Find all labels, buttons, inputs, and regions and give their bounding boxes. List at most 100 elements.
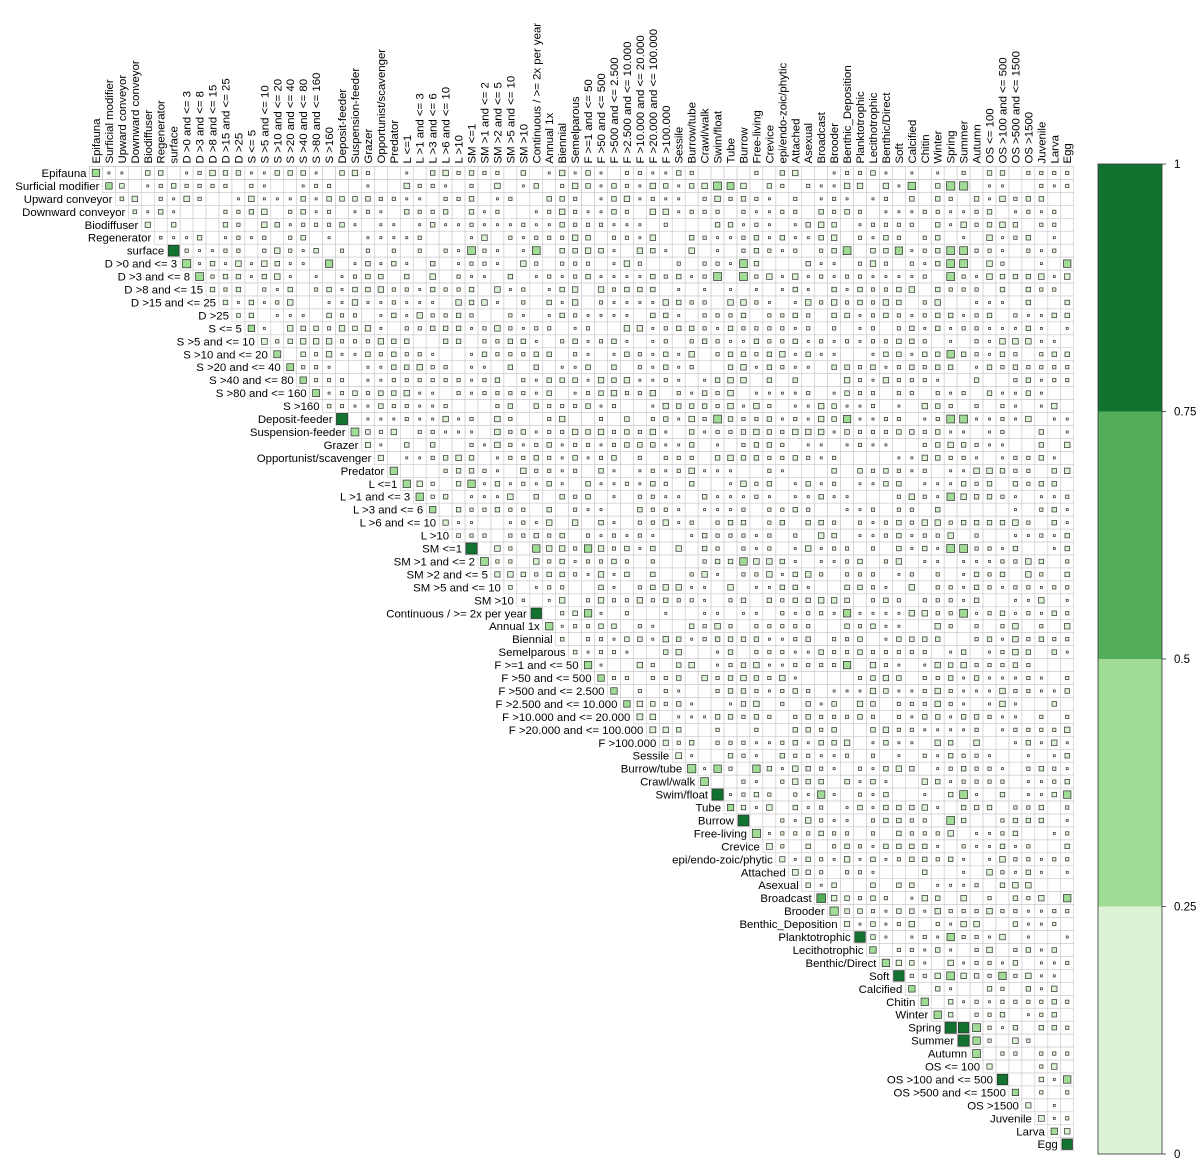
corr-cell [961,274,966,279]
corr-cell [999,791,1006,798]
corr-cell [1000,365,1005,370]
corr-cell [314,183,319,188]
corr-cell [688,415,695,423]
corr-cell [547,209,552,214]
corr-cell [689,740,695,746]
corr-cell [159,236,163,240]
corr-cell [935,248,941,254]
corr-cell [573,327,577,330]
corr-cell [378,390,384,396]
corr-cell [366,301,370,304]
corr-cell [690,637,694,641]
corr-cell [586,598,591,603]
corr-cell [741,779,746,784]
corr-cell [715,313,720,318]
grid-cell [762,256,777,271]
corr-cell [455,507,462,513]
corr-cell [715,209,720,214]
grid-cell [736,761,751,776]
grid-cell [1008,748,1023,763]
corr-cell [470,327,473,330]
corr-cell [301,365,306,370]
corr-cell [1025,817,1031,824]
corr-cell [819,339,824,344]
grid-cell [568,412,582,426]
corr-cell [1000,831,1005,836]
corr-cell [728,196,733,201]
corr-cell [896,494,901,499]
grid-cell [853,451,867,465]
corr-cell [975,365,978,369]
corr-cell [352,325,358,332]
corr-cell [327,222,332,227]
corr-cell [948,455,953,460]
corr-cell [845,170,850,175]
corr-cell [676,299,682,306]
corr-cell [560,365,564,369]
corr-cell [884,210,888,214]
corr-cell [806,455,811,460]
corr-cell [560,339,565,344]
grid-cell [555,386,569,400]
grid-cell [762,723,777,737]
grid-cell [930,334,945,349]
corr-cell [559,545,566,552]
corr-cell [377,338,384,345]
grid-cell [956,373,971,387]
corr-cell [664,443,668,447]
corr-cell [806,313,811,318]
corr-cell [845,197,849,201]
corr-cell [883,766,889,772]
corr-cell [793,196,798,201]
corr-cell [1051,701,1057,707]
corr-cell [612,495,616,499]
corr-cell [896,714,901,719]
corr-cell [845,650,850,655]
corr-cell [1038,558,1044,565]
corr-cell [818,415,825,423]
corr-cell [806,586,810,589]
corr-cell [1039,314,1043,317]
corr-cell [664,469,668,473]
corr-cell [986,804,993,811]
corr-cell [663,676,668,681]
grid-cell [658,619,673,633]
corr-cell [845,559,850,564]
grid-cell [827,671,841,685]
corr-cell [883,235,889,241]
corr-cell [986,494,993,500]
corr-cell [948,740,954,746]
corr-cell [612,352,616,356]
corr-cell [573,404,578,409]
corr-cell [818,532,825,539]
grid-cell [1021,1046,1036,1061]
corr-cell [534,235,539,240]
corr-cell [1051,468,1057,474]
corr-cell [365,209,370,214]
grid-cell [633,399,647,413]
corr-cell [508,533,513,538]
corr-cell [1065,417,1069,421]
corr-cell [1065,365,1070,370]
corr-cell [935,598,940,603]
corr-cell [429,273,436,280]
grid-cell [995,800,1010,815]
corr-cell [547,468,552,473]
corr-cell [442,169,449,177]
grid-cell [620,502,634,517]
corr-cell [637,507,643,513]
corr-cell [1065,650,1069,654]
corr-cell [1039,533,1044,538]
corr-cell [599,559,604,564]
grid-cell [956,619,971,633]
corr-cell [767,248,772,253]
grid-cell [516,580,531,595]
corr-cell [494,325,501,332]
corr-cell [806,326,811,331]
grid-cell [749,464,764,478]
corr-cell [882,726,890,733]
corr-cell [714,377,721,383]
grid-cell [905,412,919,426]
corr-cell [832,714,837,719]
corr-cell [700,777,709,786]
